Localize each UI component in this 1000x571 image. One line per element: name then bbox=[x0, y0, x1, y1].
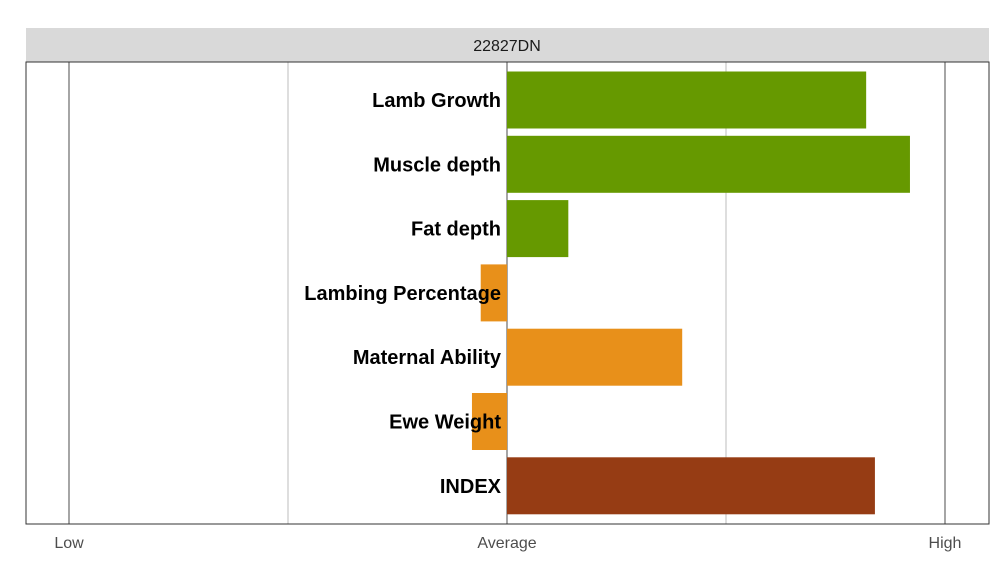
bar-lambing-percentage bbox=[480, 264, 507, 322]
x-tick-labels: Low Average High bbox=[54, 535, 961, 552]
bar-maternal-ability bbox=[507, 328, 683, 386]
chart-title: 22827DN bbox=[473, 38, 541, 55]
bar-ewe-weight bbox=[471, 393, 507, 450]
bars bbox=[471, 71, 910, 515]
panel-border bbox=[25, 61, 990, 525]
bar-fat-depth bbox=[507, 200, 569, 258]
strip-background bbox=[26, 28, 989, 62]
bar-muscle-depth bbox=[507, 135, 910, 193]
category-label: Muscle depth bbox=[373, 154, 501, 176]
category-label: Ewe Weight bbox=[389, 412, 501, 434]
x-tick-label: High bbox=[929, 535, 962, 552]
category-label: Lambing Percentage bbox=[304, 283, 501, 305]
x-tick-label: Low bbox=[54, 535, 84, 552]
x-tick-label: Average bbox=[477, 535, 536, 552]
category-label: Lamb Growth bbox=[372, 90, 501, 112]
bar-index bbox=[507, 457, 875, 515]
category-labels: Lamb Growth Muscle depth Fat depth Lambing … bbox=[304, 90, 502, 498]
bar-lamb-growth bbox=[507, 71, 867, 129]
category-label: Maternal Ability bbox=[353, 347, 502, 369]
category-label: INDEX bbox=[440, 476, 502, 498]
category-label: Fat depth bbox=[411, 219, 501, 241]
